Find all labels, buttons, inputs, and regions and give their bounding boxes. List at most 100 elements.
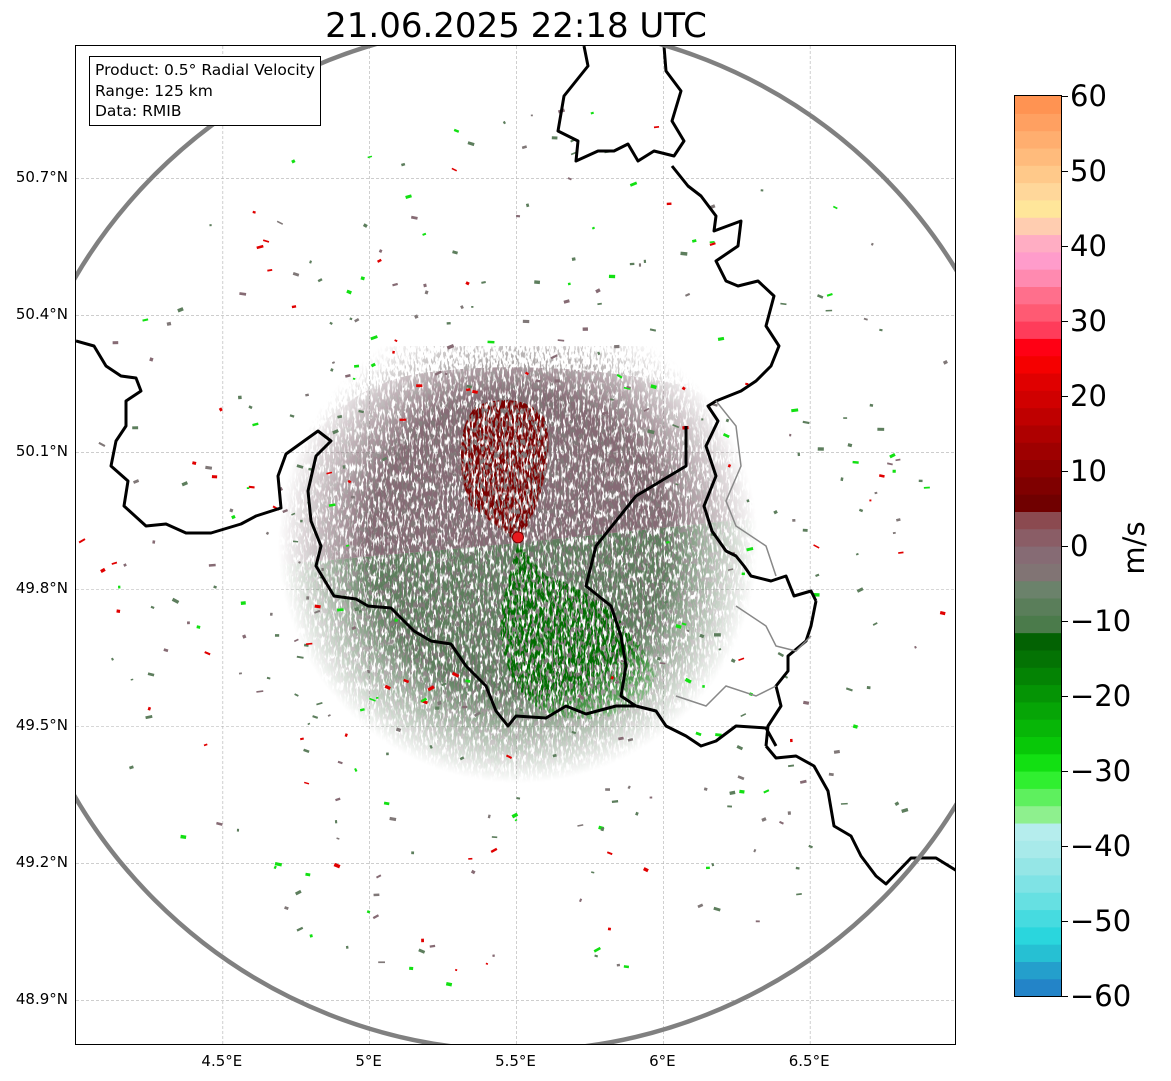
echo-pixel [459, 756, 465, 761]
echo-pixel [429, 744, 433, 749]
colorbar-segment [1015, 961, 1061, 980]
echo-pixel [492, 954, 495, 957]
echo-pixel [877, 427, 885, 431]
colorbar-tick [1062, 471, 1068, 472]
colorbar-tick-label: 50 [1070, 154, 1107, 188]
echo-pixel [817, 447, 824, 451]
colorbar-tick-label: −40 [1070, 829, 1132, 863]
echo-pixel [370, 335, 378, 341]
echo-pixel [133, 479, 140, 484]
latitude-label: 49.2°N [15, 853, 68, 872]
echo-pixel [524, 371, 529, 376]
echo-pixel [453, 128, 460, 133]
echo-pixel [879, 328, 883, 332]
echo-pixel [713, 906, 721, 912]
echo-pixel [706, 866, 710, 870]
echo-pixel [416, 384, 423, 388]
latitude-label: 50.7°N [15, 168, 68, 187]
echo-pixel [607, 927, 612, 931]
colorbar-tick [1062, 96, 1068, 97]
echo-pixel [802, 420, 810, 425]
echo-pixel [344, 733, 348, 737]
echo-pixel [462, 705, 468, 709]
echo-pixel [895, 458, 901, 462]
colorbar-tick-label: 20 [1070, 379, 1107, 413]
echo-pixel [337, 760, 343, 765]
echo-pixel [534, 280, 541, 285]
colorbar-segment [1015, 840, 1061, 859]
echo-pixel [563, 299, 570, 304]
echo-pixel [691, 239, 697, 243]
echo-pixel [256, 690, 264, 693]
echo-pixel [372, 914, 380, 920]
latitude-label: 49.8°N [15, 579, 68, 598]
colorbar-tick-label: 0 [1070, 529, 1089, 563]
colorbar-segment [1015, 822, 1061, 841]
echo-pixel [746, 546, 754, 552]
echo-pixel [420, 697, 428, 703]
echo-pixel [796, 893, 802, 896]
info-range: Range: 125 km [95, 81, 213, 100]
colorbar-segment [1015, 96, 1061, 114]
echo-pixel [292, 272, 300, 277]
radar-site-marker[interactable] [511, 531, 524, 544]
colorbar-segment [1015, 442, 1061, 461]
echo-pixel [238, 672, 242, 675]
echo-pixel [741, 572, 745, 576]
echo-pixel [516, 797, 521, 800]
echo-pixel [675, 483, 679, 486]
echo-pixel [648, 624, 652, 627]
colorbar-segment [1015, 667, 1061, 686]
echo-pixel [359, 708, 365, 712]
echo-pixel [714, 633, 721, 637]
latitude-label: 50.4°N [15, 305, 68, 324]
border-north [556, 46, 686, 163]
echo-pixel [394, 339, 398, 343]
echo-pixel [627, 737, 634, 742]
echo-pixel [597, 351, 601, 356]
echo-pixel [697, 903, 704, 909]
colorbar-segment [1015, 199, 1061, 218]
echo-pixel [695, 731, 702, 737]
echo-pixel [571, 730, 577, 735]
colorbar-tick [1062, 771, 1068, 772]
echo-pixel [276, 220, 284, 225]
echo-pixel [709, 242, 716, 247]
echo-pixel [761, 817, 767, 822]
echo-pixel [262, 239, 270, 243]
echo-pixel [755, 920, 760, 923]
echo-pixel [110, 657, 114, 661]
echo-pixel [196, 625, 201, 629]
echo-pixel [828, 772, 834, 777]
colorbar-segment [1015, 338, 1061, 357]
echo-pixel [358, 409, 364, 414]
echo-pixel [333, 862, 341, 869]
echo-pixel [392, 350, 395, 354]
echo-pixel [649, 328, 657, 332]
echo-pixel [399, 418, 407, 421]
colorbar-tick-label: 60 [1070, 79, 1107, 113]
echo-pixel [623, 965, 630, 969]
echo-pixel [826, 292, 833, 297]
echo-pixel [738, 657, 745, 662]
echo-pixel [376, 258, 382, 263]
echo-pixel [606, 851, 613, 856]
echo-pixel [274, 634, 280, 637]
echo-pixel [466, 384, 473, 389]
echo-pixel [593, 946, 601, 953]
colorbar-segment [1015, 251, 1061, 270]
echo-pixel [441, 682, 447, 687]
echo-pixel [298, 561, 301, 564]
echo-pixel [554, 379, 560, 383]
echo-pixel [305, 642, 313, 645]
echo-pixel [847, 443, 853, 448]
colorbar-segment [1015, 753, 1061, 772]
border-east-belgium [670, 165, 818, 602]
echo-pixel [665, 541, 670, 544]
product-info-box: Product: 0.5° Radial Velocity Range: 125… [89, 56, 321, 126]
colorbar-segment [1015, 926, 1061, 945]
radar-map[interactable] [75, 45, 956, 1045]
colorbar-segment [1015, 701, 1061, 720]
colorbar-segment [1015, 286, 1061, 305]
echo-pixel [701, 418, 704, 421]
